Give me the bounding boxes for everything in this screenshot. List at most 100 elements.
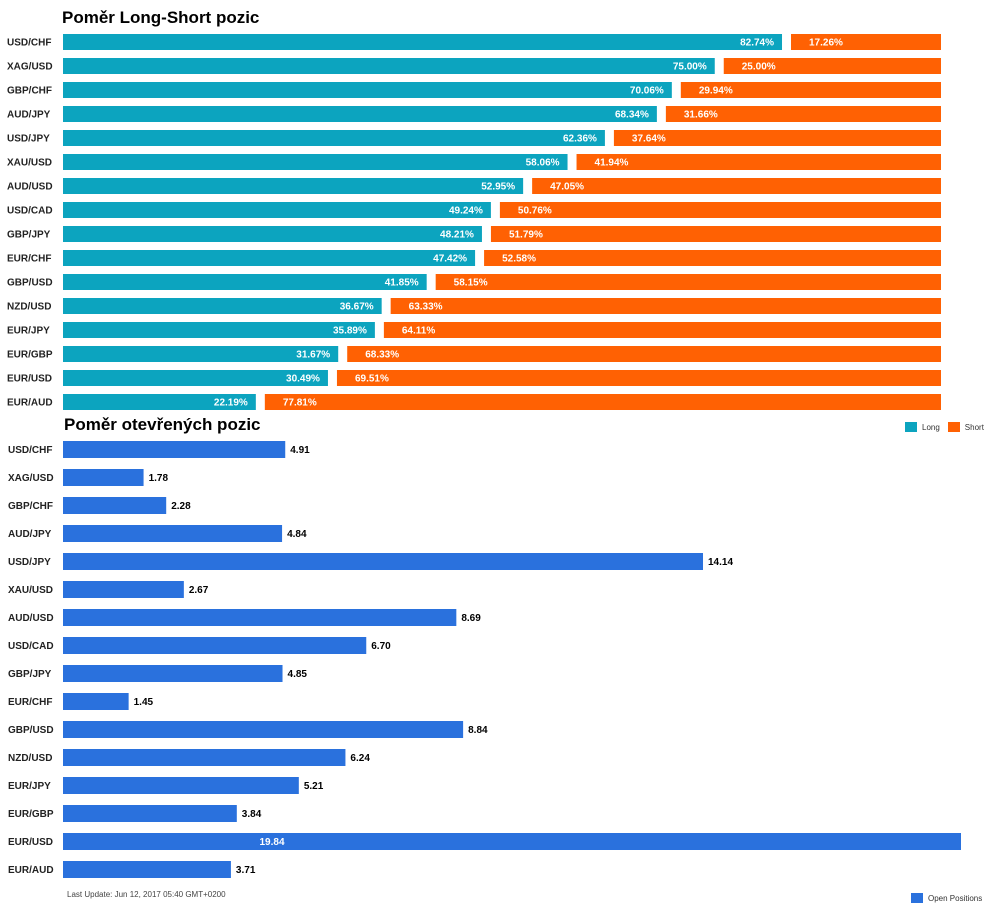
ls-long-value-usd-cad: 49.24% [449,206,483,217]
op-category-label-eur-usd: EUR/USD [8,837,53,848]
op-category-label-usd-cad: USD/CAD [8,641,54,652]
ls-long-value-usd-jpy: 62.36% [563,134,597,145]
op-category-label-xag-usd: XAG/USD [8,473,54,484]
op-category-label-xau-usd: XAU/USD [8,585,53,596]
ls-short-value-xau-usd: 41.94% [595,158,629,169]
ls-short-bar-usd-chf [791,34,941,50]
ls-category-label-usd-chf: USD/CHF [7,38,51,49]
op-value-gbp-jpy: 4.85 [288,669,308,680]
long-short-chart-title: Poměr Long-Short pozic [62,8,260,27]
ls-short-value-eur-gbp: 68.33% [365,350,399,361]
op-value-xau-usd: 2.67 [189,585,209,596]
op-category-label-eur-chf: EUR/CHF [8,697,52,708]
op-value-xag-usd: 1.78 [149,473,169,484]
ls-long-value-gbp-chf: 70.06% [630,86,664,97]
ls-short-value-nzd-usd: 63.33% [409,302,443,313]
ls-short-value-aud-usd: 47.05% [550,182,584,193]
ls-category-label-gbp-jpy: GBP/JPY [7,230,51,241]
open-positions-legend[interactable]: Open Positions [911,893,982,903]
ls-long-bar-eur-usd [63,370,328,386]
op-bar-eur-chf [63,693,129,710]
ls-long-value-gbp-jpy: 48.21% [440,230,474,241]
op-category-label-eur-gbp: EUR/GBP [8,809,54,820]
ls-short-bar-xau-usd [576,154,941,170]
ls-short-bar-aud-jpy [665,106,941,122]
op-value-eur-aud: 3.71 [236,865,256,876]
op-bar-eur-aud [63,861,231,878]
ls-short-value-aud-jpy: 31.66% [684,110,718,121]
op-value-gbp-chf: 2.28 [171,501,191,512]
op-bar-eur-jpy [63,777,299,794]
op-value-eur-usd: 19.84 [259,837,284,848]
ls-short-bar-nzd-usd [390,298,941,314]
ls-long-bar-gbp-chf [63,82,672,98]
ls-category-label-gbp-usd: GBP/USD [7,278,53,289]
op-value-usd-cad: 6.70 [371,641,391,652]
open-positions-chart-title: Poměr otevřených pozic [64,415,261,434]
ls-category-label-aud-jpy: AUD/JPY [7,110,51,121]
ls-long-value-nzd-usd: 36.67% [340,302,374,313]
op-bar-eur-usd [63,833,961,850]
op-bar-gbp-jpy [63,665,283,682]
op-category-label-gbp-chf: GBP/CHF [8,501,53,512]
op-value-eur-chf: 1.45 [134,697,154,708]
ls-short-bar-usd-cad [499,202,941,218]
ls-long-bar-usd-cad [63,202,491,218]
ls-short-value-eur-aud: 77.81% [283,398,317,409]
ls-long-bar-xag-usd [63,58,715,74]
ls-short-value-gbp-chf: 29.94% [699,86,733,97]
ls-short-bar-eur-aud [264,394,942,410]
op-bar-aud-jpy [63,525,283,542]
ls-category-label-eur-aud: EUR/AUD [7,398,53,409]
ls-long-bar-eur-jpy [63,322,375,338]
legend-item-short[interactable]: Short [947,422,984,432]
legend-label-open: Open Positions [928,893,983,903]
last-update-text: Last Update: Jun 12, 2017 05:40 GMT+0200 [67,890,226,899]
ls-category-label-usd-cad: USD/CAD [7,206,53,217]
op-category-label-aud-usd: AUD/USD [8,613,54,624]
ls-long-value-usd-chf: 82.74% [740,38,774,49]
ls-category-label-eur-jpy: EUR/JPY [7,326,50,337]
ls-short-bar-eur-usd [336,370,941,386]
op-bar-gbp-chf [63,497,167,514]
ls-category-label-eur-chf: EUR/CHF [7,254,51,265]
ls-category-label-gbp-chf: GBP/CHF [7,86,52,97]
ls-short-value-eur-chf: 52.58% [502,254,536,265]
op-value-aud-usd: 8.69 [461,613,481,624]
op-category-label-gbp-jpy: GBP/JPY [8,669,52,680]
ls-long-bar-gbp-jpy [63,226,482,242]
op-value-aud-jpy: 4.84 [287,529,307,540]
op-value-gbp-usd: 8.84 [468,725,488,736]
op-category-label-nzd-usd: NZD/USD [8,753,52,764]
ls-category-label-eur-gbp: EUR/GBP [7,350,53,361]
op-bar-aud-usd [63,609,457,626]
ls-short-value-gbp-usd: 58.15% [454,278,488,289]
op-value-eur-gbp: 3.84 [242,809,262,820]
ls-short-value-gbp-jpy: 51.79% [509,230,543,241]
legend-swatch-short [947,422,960,432]
op-value-eur-jpy: 5.21 [304,781,324,792]
ls-short-value-usd-cad: 50.76% [518,206,552,217]
ls-short-bar-xag-usd [723,58,941,74]
op-bar-eur-gbp [63,805,237,822]
ls-long-value-eur-gbp: 31.67% [296,350,330,361]
ls-short-bar-eur-chf [484,250,941,266]
op-category-label-usd-chf: USD/CHF [8,445,52,456]
ls-short-bar-usd-jpy [613,130,941,146]
ls-long-value-aud-usd: 52.95% [481,182,515,193]
op-value-nzd-usd: 6.24 [350,753,370,764]
op-bar-gbp-usd [63,721,464,738]
ls-long-value-eur-aud: 22.19% [214,398,248,409]
op-bar-usd-cad [63,637,367,654]
op-value-usd-jpy: 14.14 [708,557,733,568]
ls-category-label-aud-usd: AUD/USD [7,182,53,193]
ls-category-label-xau-usd: XAU/USD [7,158,52,169]
ls-long-bar-nzd-usd [63,298,382,314]
ls-category-label-eur-usd: EUR/USD [7,374,52,385]
legend-item-long[interactable]: Long [905,422,940,432]
ls-short-value-eur-usd: 69.51% [355,374,389,385]
ls-short-value-usd-chf: 17.26% [809,38,843,49]
legend-swatch-long [905,422,917,432]
ls-long-bar-aud-jpy [63,106,657,122]
ls-long-value-eur-chf: 47.42% [433,254,467,265]
